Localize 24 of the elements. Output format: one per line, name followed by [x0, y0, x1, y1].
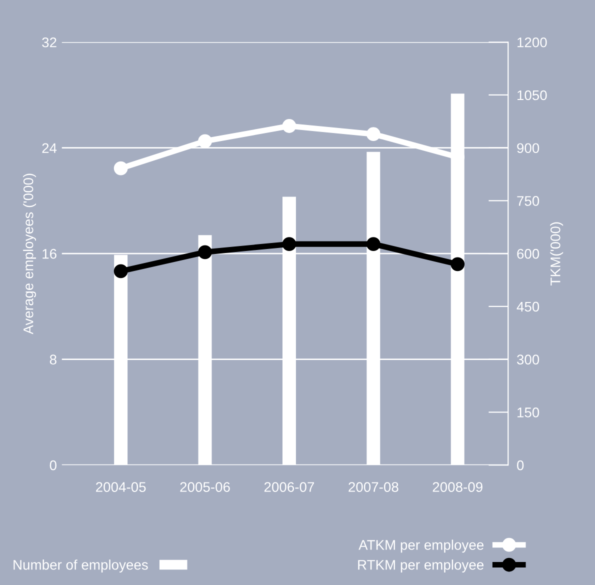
legend-label: Number of employees — [14, 560, 148, 572]
y-axis-title: Average employees ('000) — [23, 174, 36, 334]
x-tick-label: 2007-08 — [348, 482, 398, 492]
legend-label: RTKM per employee — [358, 560, 484, 572]
y2-tick-label: 900 — [517, 143, 540, 154]
y2-tick-label: 150 — [518, 408, 540, 418]
y-tick-label: 8 — [50, 354, 56, 365]
y2-axis-title: TKM('000) — [550, 222, 564, 286]
y2-tick-label: 750 — [517, 196, 540, 206]
y2-tick-label: 1050 — [518, 90, 547, 100]
y-tick-label: 24 — [42, 143, 57, 153]
y2-tick-label: 450 — [516, 302, 540, 312]
legend-label: ATKM per employee — [358, 540, 484, 553]
y-tick-label: 0 — [50, 460, 56, 470]
y2-tick-label: 600 — [517, 248, 540, 259]
x-tick-label: 2005-06 — [180, 482, 230, 492]
y2-tick-label: 0 — [517, 460, 524, 470]
x-tick-label: 2004-05 — [96, 482, 146, 492]
x-tick-label: 2008-09 — [432, 482, 482, 492]
y2-tick-label: 300 — [516, 354, 540, 365]
y-tick-label: 16 — [42, 248, 56, 259]
x-tick-label: 2006-07 — [264, 482, 314, 492]
y2-tick-label: 1200 — [518, 37, 547, 48]
y-tick-label: 32 — [42, 37, 56, 48]
